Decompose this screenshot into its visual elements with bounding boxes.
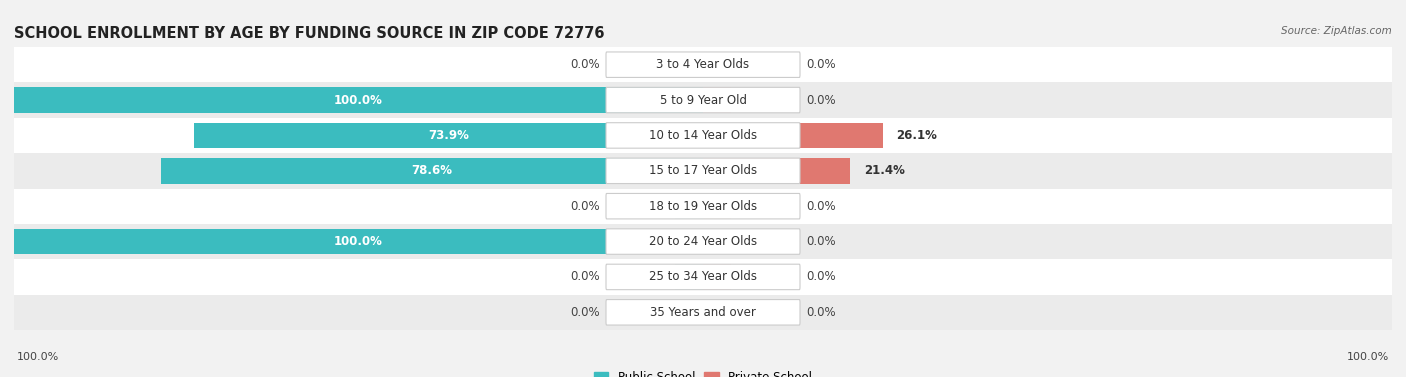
Text: 10 to 14 Year Olds: 10 to 14 Year Olds <box>650 129 756 142</box>
Text: 0.0%: 0.0% <box>569 200 599 213</box>
Bar <box>14 259 1392 294</box>
Text: 0.0%: 0.0% <box>807 270 837 284</box>
Bar <box>162 158 703 184</box>
Bar <box>14 83 1392 118</box>
Text: 0.0%: 0.0% <box>807 93 837 107</box>
Bar <box>194 123 703 148</box>
Text: 15 to 17 Year Olds: 15 to 17 Year Olds <box>650 164 756 177</box>
Text: 100.0%: 100.0% <box>1347 352 1389 362</box>
Bar <box>14 87 703 113</box>
FancyBboxPatch shape <box>606 300 800 325</box>
FancyBboxPatch shape <box>606 193 800 219</box>
Text: 0.0%: 0.0% <box>807 200 837 213</box>
Text: 20 to 24 Year Olds: 20 to 24 Year Olds <box>650 235 756 248</box>
Bar <box>675 193 703 219</box>
Text: 35 Years and over: 35 Years and over <box>650 306 756 319</box>
Text: SCHOOL ENROLLMENT BY AGE BY FUNDING SOURCE IN ZIP CODE 72776: SCHOOL ENROLLMENT BY AGE BY FUNDING SOUR… <box>14 26 605 41</box>
Bar <box>14 229 703 254</box>
Text: 100.0%: 100.0% <box>335 235 382 248</box>
Bar <box>703 123 883 148</box>
Text: 3 to 4 Year Olds: 3 to 4 Year Olds <box>657 58 749 71</box>
Text: Source: ZipAtlas.com: Source: ZipAtlas.com <box>1281 26 1392 37</box>
Text: 25 to 34 Year Olds: 25 to 34 Year Olds <box>650 270 756 284</box>
Text: 100.0%: 100.0% <box>335 93 382 107</box>
Text: 5 to 9 Year Old: 5 to 9 Year Old <box>659 93 747 107</box>
FancyBboxPatch shape <box>606 158 800 184</box>
Text: 0.0%: 0.0% <box>569 58 599 71</box>
Text: 78.6%: 78.6% <box>412 164 453 177</box>
Text: 0.0%: 0.0% <box>807 58 837 71</box>
FancyBboxPatch shape <box>606 264 800 290</box>
Bar <box>14 294 1392 330</box>
Bar <box>675 52 703 77</box>
Text: 0.0%: 0.0% <box>569 306 599 319</box>
Bar <box>14 188 1392 224</box>
FancyBboxPatch shape <box>606 229 800 254</box>
Bar <box>703 158 851 184</box>
Bar <box>14 224 1392 259</box>
Bar <box>14 118 1392 153</box>
Text: 21.4%: 21.4% <box>865 164 905 177</box>
Text: 18 to 19 Year Olds: 18 to 19 Year Olds <box>650 200 756 213</box>
Text: 100.0%: 100.0% <box>17 352 59 362</box>
Bar <box>703 264 731 290</box>
Bar <box>14 47 1392 83</box>
Text: 0.0%: 0.0% <box>807 306 837 319</box>
Bar <box>703 193 731 219</box>
Bar <box>703 229 731 254</box>
FancyBboxPatch shape <box>606 123 800 148</box>
Text: 0.0%: 0.0% <box>807 235 837 248</box>
Text: 0.0%: 0.0% <box>569 270 599 284</box>
Bar <box>703 300 731 325</box>
Bar <box>675 264 703 290</box>
Bar <box>14 153 1392 188</box>
Bar <box>703 87 731 113</box>
Text: 26.1%: 26.1% <box>897 129 938 142</box>
Bar <box>703 52 731 77</box>
Legend: Public School, Private School: Public School, Private School <box>589 366 817 377</box>
Bar <box>675 300 703 325</box>
Text: 73.9%: 73.9% <box>427 129 468 142</box>
FancyBboxPatch shape <box>606 52 800 77</box>
FancyBboxPatch shape <box>606 87 800 113</box>
